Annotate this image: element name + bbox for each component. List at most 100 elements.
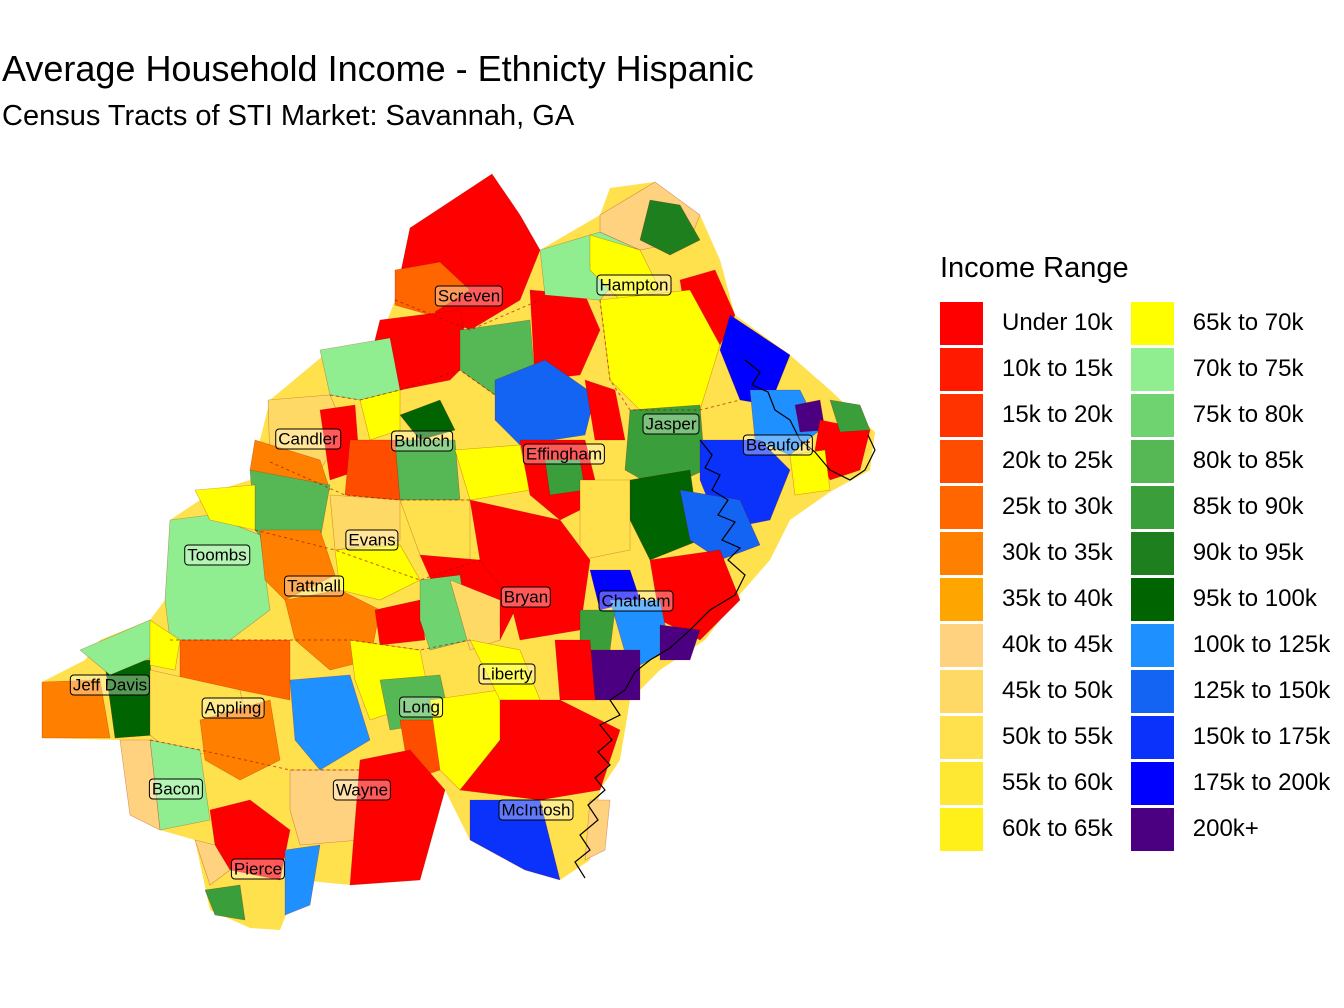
legend-item: 90k to 95k — [1130, 531, 1330, 575]
legend-item: 70k to 75k — [1130, 347, 1330, 391]
legend-item: 95k to 100k — [1130, 577, 1330, 621]
tract — [289, 769, 361, 846]
legend-item: 45k to 50k — [940, 669, 1113, 713]
county-label-toombs: Toombs — [184, 544, 250, 566]
legend-label: 45k to 50k — [1002, 677, 1113, 704]
legend-item: 75k to 80k — [1130, 393, 1330, 437]
legend-swatch — [1130, 531, 1174, 575]
legend-item: 150k to 175k — [1130, 715, 1330, 759]
legend-swatch — [1130, 807, 1174, 851]
tract — [179, 639, 291, 701]
county-label-wayne: Wayne — [332, 779, 392, 801]
income-legend: Income Range Under 10k 10k to 15k 15k to… — [940, 252, 1330, 853]
legend-label: 25k to 30k — [1002, 493, 1113, 520]
legend-swatch — [1130, 577, 1174, 621]
legend-label: 75k to 80k — [1192, 401, 1304, 428]
tract — [149, 619, 181, 671]
county-label-jeff-davis: Jeff Davis — [69, 674, 151, 696]
coastline-path — [574, 439, 746, 879]
tract — [579, 479, 631, 561]
legend-item: 50k to 55k — [940, 715, 1113, 759]
county-boundary — [149, 299, 741, 771]
legend-swatch — [1130, 393, 1174, 437]
tract — [394, 261, 471, 316]
legend-label: 90k to 95k — [1192, 539, 1304, 566]
legend-item: 100k to 125k — [1130, 623, 1331, 667]
county-label-mcintosh: McIntosh — [498, 799, 574, 821]
tract — [349, 749, 446, 886]
legend-label: 55k to 60k — [1002, 769, 1113, 796]
legend-label: 35k to 40k — [1002, 585, 1113, 612]
legend-swatch — [940, 807, 983, 851]
tract — [584, 799, 611, 861]
county-label-bryan: Bryan — [500, 586, 552, 608]
coastline — [574, 359, 876, 879]
county-label-tattnall: Tattnall — [284, 575, 344, 597]
legend-swatch — [940, 485, 983, 529]
map-title: Average Household Income - Ethnicty Hisp… — [2, 48, 754, 89]
legend-swatch — [940, 761, 983, 805]
legend-item: 20k to 25k — [940, 439, 1113, 483]
legend-item: 55k to 60k — [940, 761, 1113, 805]
legend-label: 100k to 125k — [1192, 631, 1331, 658]
tract — [199, 699, 281, 781]
tract — [679, 489, 761, 561]
tract — [289, 674, 371, 771]
legend-label: 200k+ — [1192, 815, 1259, 842]
legend-label: 80k to 85k — [1192, 447, 1304, 474]
tract — [449, 579, 501, 651]
legend-item: 30k to 35k — [940, 531, 1113, 575]
coastline-path — [744, 359, 876, 481]
tract — [639, 199, 701, 256]
legend-item: 25k to 30k — [940, 485, 1113, 529]
legend-swatch — [1130, 439, 1174, 483]
county-label-bulloch: Bulloch — [391, 430, 453, 452]
county-label-bacon: Bacon — [148, 778, 204, 800]
legend-label: 65k to 70k — [1192, 309, 1304, 336]
legend-swatch — [940, 347, 983, 391]
legend-swatch — [1130, 623, 1174, 667]
county-label-beaufort: Beaufort — [742, 434, 814, 456]
county-label-screven: Screven — [434, 285, 504, 307]
tract — [399, 399, 456, 441]
legend-label: Under 10k — [1002, 309, 1113, 336]
map-subtitle: Census Tracts of STI Market: Savannah, G… — [2, 100, 575, 132]
tract — [119, 739, 161, 831]
legend-label: 50k to 55k — [1002, 723, 1113, 750]
tract — [329, 494, 401, 551]
legend-item: 80k to 85k — [1130, 439, 1330, 483]
legend-swatch — [1130, 669, 1174, 713]
county-boundaries — [149, 299, 741, 771]
legend-swatch — [940, 715, 983, 759]
county-label-hampton: Hampton — [596, 274, 672, 296]
county-label-evans: Evans — [345, 529, 399, 551]
legend-item: 40k to 45k — [940, 623, 1113, 667]
legend-item: 85k to 90k — [1130, 485, 1330, 529]
county-label-effingham: Effingham — [522, 443, 606, 465]
county-label-chatham: Chatham — [598, 590, 674, 612]
tract — [589, 649, 641, 701]
legend-item: 65k to 70k — [1130, 301, 1330, 345]
legend-item: Under 10k — [940, 301, 1113, 345]
tract — [204, 884, 246, 921]
tract — [584, 379, 626, 441]
legend-label: 15k to 20k — [1002, 401, 1113, 428]
legend-swatch — [1130, 347, 1174, 391]
legend-swatch — [940, 301, 983, 345]
tract — [194, 839, 231, 886]
tract — [164, 514, 271, 641]
county-label-long: Long — [399, 696, 443, 718]
legend-item: 200k+ — [1130, 807, 1330, 851]
legend-item: 125k to 150k — [1130, 669, 1330, 713]
legend-swatch — [940, 531, 983, 575]
tract — [319, 337, 401, 401]
legend-swatch — [1130, 485, 1174, 529]
legend-label: 40k to 45k — [1002, 631, 1113, 658]
tract — [544, 459, 586, 496]
legend-label: 20k to 25k — [1002, 447, 1113, 474]
tract — [149, 739, 211, 831]
legend-label: 60k to 65k — [1002, 815, 1113, 842]
county-label-liberty: Liberty — [478, 663, 536, 685]
tract — [789, 449, 831, 496]
legend-item: 60k to 65k — [940, 807, 1113, 851]
